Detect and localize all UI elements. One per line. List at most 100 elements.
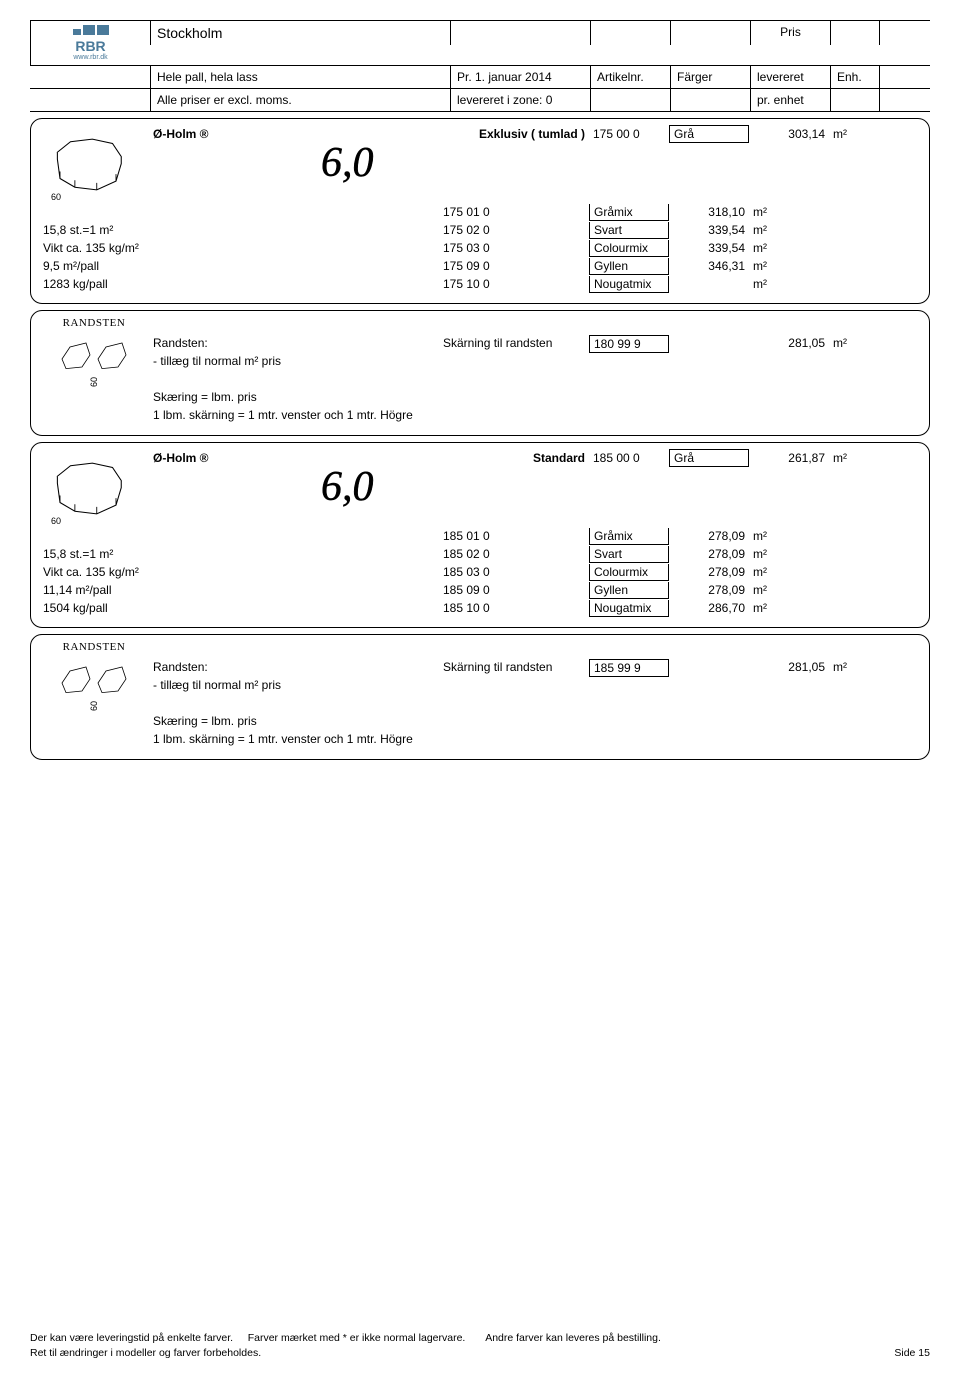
price-2-1: 278,09 (669, 528, 749, 544)
footer-l1c: Andre farver kan leveres på bestilling. (485, 1332, 661, 1344)
product-title-2: Ø-Holm ® (149, 450, 439, 466)
hdr-levereret: levereret (750, 66, 830, 88)
price-2-4: 278,09 (669, 582, 749, 598)
unit-1-5: m² (749, 276, 829, 292)
color-2-3: Colourmix (589, 564, 669, 581)
r2-unit: m² (829, 659, 879, 677)
paver-icon-1: 60 (39, 125, 149, 203)
r1-l2: - tillæg til normal m² pris (149, 353, 439, 371)
logo-text: RBR (73, 38, 109, 54)
unit-2-3: m² (749, 564, 829, 580)
footer-l1a: Der kan være leveringstid på enkelte far… (30, 1332, 233, 1344)
randsten-section-2: RANDSTEN 60 Randsten: Skärning til rands… (30, 634, 930, 760)
art-1-5: 175 10 0 (439, 276, 589, 292)
price-1-2: 339,54 (669, 222, 749, 238)
unit-1-3: m² (749, 240, 829, 256)
footer-l2: Ret til ændringer i modeller og farver f… (30, 1346, 261, 1362)
randsten-icon-1 (54, 335, 134, 375)
r1-price: 281,05 (749, 335, 829, 353)
r2-l4: 1 lbm. skärning = 1 mtr. venster och 1 m… (149, 731, 589, 749)
price-2-3: 278,09 (669, 564, 749, 580)
rbr-logo: RBR www.rbr.dk (73, 25, 109, 61)
color-2-0: Grå (669, 449, 749, 467)
unit-1-0: m² (829, 126, 879, 142)
price-1-5 (669, 283, 749, 285)
product-title-1: Ø-Holm ® (149, 126, 439, 142)
dim-60-r1: 60 (89, 377, 99, 387)
footer-l1b: Farver mærket med * er ikke normal lager… (248, 1332, 466, 1344)
spec-1-1: Vikt ca. 135 kg/m² (39, 240, 149, 256)
product-section-1: 6,0 60 Ø-Holm ® Exklusiv ( tumlad ) 175 … (30, 118, 930, 304)
spec-1-2: 9,5 m²/pall (39, 258, 149, 274)
logo-cell: RBR www.rbr.dk (30, 21, 150, 65)
color-1-1: Gråmix (589, 204, 669, 221)
color-2-5: Nougatmix (589, 600, 669, 617)
spec-2-3: 1504 kg/pall (39, 600, 149, 616)
color-2-1: Gråmix (589, 528, 669, 545)
randsten-icon-2 (54, 659, 134, 699)
spec-2-1: Vikt ca. 135 kg/m² (39, 564, 149, 580)
unit-2-1: m² (749, 528, 829, 544)
bignum-1: 6,0 (321, 139, 374, 187)
price-1-4: 346,31 (669, 258, 749, 274)
art-2-4: 185 09 0 (439, 582, 589, 598)
randsten-section-1: RANDSTEN 60 Randsten: Skärning til rands… (30, 310, 930, 436)
hdr-enh: Enh. (830, 66, 880, 88)
randsten-label-1: RANDSTEN (63, 317, 126, 329)
spec-1-0: 15,8 st.=1 m² (39, 222, 149, 238)
hdr-farger: Färger (670, 66, 750, 88)
randsten-label-2: RANDSTEN (63, 641, 126, 653)
unit-1-4: m² (749, 258, 829, 274)
hdr-date: Pr. 1. januar 2014 (450, 66, 590, 88)
unit-2-0: m² (829, 450, 879, 466)
r1-l1: Randsten: (149, 335, 439, 353)
color-1-3: Colourmix (589, 240, 669, 257)
price-2-2: 278,09 (669, 546, 749, 562)
color-1-2: Svart (589, 222, 669, 239)
unit-2-4: m² (749, 582, 829, 598)
pris-label: Pris (750, 21, 830, 45)
art-2-2: 185 02 0 (439, 546, 589, 562)
color-1-4: Gyllen (589, 258, 669, 275)
paver-icon-2: 60 (39, 449, 149, 527)
hdr-zone: levereret i zone: 0 (450, 89, 590, 111)
bignum-2: 6,0 (321, 463, 374, 511)
logo-url: www.rbr.dk (73, 54, 109, 61)
art-2-0: 185 00 0 (589, 450, 669, 466)
art-1-4: 175 09 0 (439, 258, 589, 274)
price-1-0: 303,14 (749, 126, 829, 142)
r1-l4: 1 lbm. skärning = 1 mtr. venster och 1 m… (149, 407, 589, 425)
color-2-4: Gyllen (589, 582, 669, 599)
r1-unit: m² (829, 335, 879, 353)
price-1-1: 318,10 (669, 204, 749, 220)
r2-l1b: Skärning til randsten (439, 659, 589, 677)
dim-60-1: 60 (51, 192, 61, 202)
hdr-pr-enhet: pr. enhet (750, 89, 830, 111)
dim-60-2: 60 (51, 516, 61, 526)
price-2-0: 261,87 (749, 450, 829, 466)
color-2-2: Svart (589, 546, 669, 563)
hdr-artikelnr: Artikelnr. (590, 66, 670, 88)
art-1-1: 175 01 0 (439, 204, 589, 220)
art-2-5: 185 10 0 (439, 600, 589, 616)
r2-price: 281,05 (749, 659, 829, 677)
city: Stockholm (150, 21, 450, 45)
color-1-0: Grå (669, 125, 749, 143)
spec-1-3: 1283 kg/pall (39, 276, 149, 292)
color-1-5: Nougatmix (589, 276, 669, 293)
r1-art: 180 99 9 (589, 335, 669, 353)
subtype-1: Exklusiv ( tumlad ) (439, 126, 589, 142)
r2-l3: Skæring = lbm. pris (149, 713, 439, 731)
unit-1-2: m² (749, 222, 829, 238)
footer-page: Side 15 (894, 1346, 930, 1362)
art-2-3: 185 03 0 (439, 564, 589, 580)
art-1-3: 175 03 0 (439, 240, 589, 256)
header-table: RBR www.rbr.dk Stockholm Pris Hele pall,… (30, 20, 930, 112)
footer: Der kan være leveringstid på enkelte far… (30, 1331, 930, 1363)
unit-2-5: m² (749, 600, 829, 616)
r1-l3: Skæring = lbm. pris (149, 389, 439, 407)
r2-l1: Randsten: (149, 659, 439, 677)
spec-2-2: 11,14 m²/pall (39, 582, 149, 598)
unit-1-1: m² (749, 204, 829, 220)
r2-l2: - tillæg til normal m² pris (149, 677, 439, 695)
